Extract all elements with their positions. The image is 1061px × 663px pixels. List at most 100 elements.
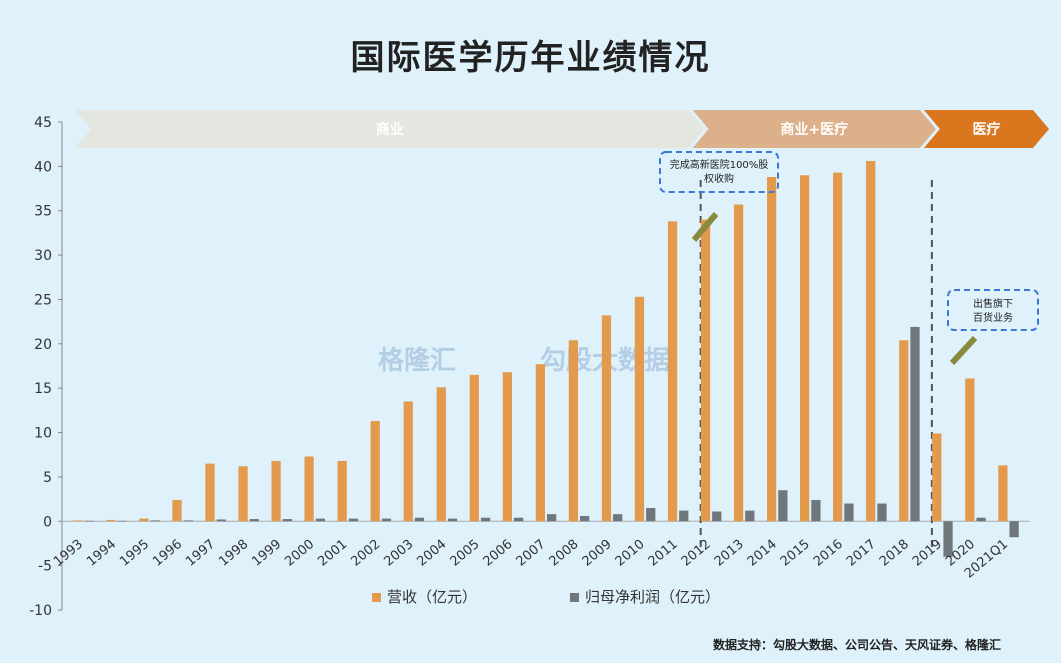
bar-net-profit-2012 xyxy=(712,511,722,522)
x-tick-label: 2017 xyxy=(844,537,879,570)
bar-net-profit-2010 xyxy=(646,507,656,522)
legend-label-0: 营收（亿元） xyxy=(387,588,477,606)
bar-net-profit-2019 xyxy=(943,521,953,557)
bar-revenue-2015 xyxy=(800,175,810,522)
x-tick-label: 1993 xyxy=(51,537,86,570)
source-note: 数据支持：勾股大数据、公司公告、天风证券、格隆汇 xyxy=(712,638,1001,652)
bar-revenue-2013 xyxy=(733,204,744,522)
bar-net-profit-1999 xyxy=(282,519,292,522)
x-tick-label: 2006 xyxy=(481,537,516,570)
bar-net-profit-2020 xyxy=(976,517,986,522)
bar-revenue-1996 xyxy=(172,499,182,522)
bar-net-profit-2017 xyxy=(877,503,887,522)
x-tick-label: 2000 xyxy=(282,537,317,570)
y-tick-label: 10 xyxy=(34,426,52,442)
bar-revenue-2012 xyxy=(700,219,711,522)
x-tick-label: 2009 xyxy=(580,537,615,570)
bar-net-profit-2005 xyxy=(480,517,491,522)
x-tick-label: 2002 xyxy=(348,537,383,570)
y-tick-label: 25 xyxy=(34,292,52,308)
annotation-text-acquisition: 权收购 xyxy=(704,172,734,185)
x-tick-label: 2005 xyxy=(448,537,483,570)
phase-arrow-1 xyxy=(692,110,936,148)
bar-net-profit-2009 xyxy=(613,514,623,522)
bar-net-profit-2016 xyxy=(844,503,854,522)
bar-revenue-2009 xyxy=(601,315,612,522)
bar-revenue-2007 xyxy=(535,364,545,522)
bar-net-profit-2015 xyxy=(811,499,821,522)
bar-revenue-2004 xyxy=(436,387,446,522)
phase-arrow-2 xyxy=(923,110,1049,148)
y-tick-label: -10 xyxy=(29,603,52,619)
x-tick-label: 2011 xyxy=(646,537,681,570)
y-tick-label: 0 xyxy=(43,514,52,530)
x-tick-label: 1996 xyxy=(150,537,185,570)
bar-net-profit-2021Q1 xyxy=(1009,521,1019,538)
phase-label-1: 商业+医疗 xyxy=(780,121,848,138)
y-tick-label: 20 xyxy=(34,337,52,353)
bar-net-profit-2014 xyxy=(778,490,788,522)
bar-revenue-1993 xyxy=(73,520,83,522)
bar-net-profit-2004 xyxy=(447,518,458,522)
bar-net-profit-1996 xyxy=(183,520,193,522)
x-tick-label: 1998 xyxy=(216,537,251,570)
annotation-arrow-acquisition xyxy=(691,212,719,242)
bar-revenue-2017 xyxy=(866,161,876,522)
phase-label-0: 商业 xyxy=(376,121,404,138)
bar-revenue-2018 xyxy=(899,340,909,522)
annotation-text-divestment: 百货业务 xyxy=(973,311,1013,324)
bar-net-profit-2011 xyxy=(679,510,689,522)
x-tick-label: 2016 xyxy=(811,537,846,570)
bar-revenue-2010 xyxy=(634,296,645,522)
x-tick-label: 2012 xyxy=(679,537,714,570)
annotation-text-divestment: 出售旗下 xyxy=(973,297,1013,310)
bar-revenue-2005 xyxy=(469,374,479,522)
bar-revenue-2003 xyxy=(403,401,413,522)
y-tick-label: -5 xyxy=(38,559,52,575)
bar-revenue-2021Q1 xyxy=(998,465,1008,522)
bar-revenue-2020 xyxy=(965,378,975,522)
y-tick-label: 15 xyxy=(34,381,52,397)
bar-revenue-2000 xyxy=(304,456,314,522)
annotation-arrow-divestment xyxy=(949,335,978,366)
bar-revenue-2001 xyxy=(337,460,347,522)
x-tick-label: 2014 xyxy=(745,537,780,570)
bar-net-profit-2007 xyxy=(547,514,557,522)
x-tick-label: 1999 xyxy=(249,537,284,570)
y-tick-label: 5 xyxy=(43,470,52,486)
bar-revenue-2014 xyxy=(766,177,777,522)
y-tick-label: 45 xyxy=(34,115,52,131)
x-tick-label: 2010 xyxy=(613,537,648,570)
bar-revenue-1999 xyxy=(271,460,281,522)
annotation-box-divestment xyxy=(947,289,1039,331)
x-tick-label: 1995 xyxy=(117,537,152,570)
x-tick-label: 2019 xyxy=(910,537,945,570)
y-tick-label: 30 xyxy=(34,248,52,264)
y-tick-label: 35 xyxy=(34,204,52,220)
x-tick-label: 2013 xyxy=(712,537,747,570)
y-tick-label: 40 xyxy=(34,159,52,175)
bar-net-profit-2000 xyxy=(315,518,326,522)
bar-net-profit-1997 xyxy=(216,519,226,522)
annotation-text-acquisition: 完成高新医院100%股 xyxy=(670,158,769,171)
bar-revenue-1997 xyxy=(205,463,215,522)
phase-arrow-0 xyxy=(75,110,705,148)
legend-label-1: 归母净利润（亿元） xyxy=(585,588,720,606)
bar-net-profit-2008 xyxy=(580,515,590,522)
x-tick-label: 2015 xyxy=(778,537,813,570)
phase-label-2: 医疗 xyxy=(972,121,1000,138)
bar-net-profit-1998 xyxy=(249,519,259,522)
bar-net-profit-1993 xyxy=(84,520,94,522)
legend-swatch-1 xyxy=(570,593,579,602)
bar-revenue-2019 xyxy=(932,433,942,522)
x-tick-label: 2004 xyxy=(414,537,449,570)
x-tick-label: 2008 xyxy=(547,537,582,570)
bar-revenue-2011 xyxy=(667,221,678,522)
bar-net-profit-1994 xyxy=(117,520,127,522)
bar-net-profit-2018 xyxy=(910,326,920,522)
x-tick-label: 2007 xyxy=(514,537,549,570)
x-tick-label: 2018 xyxy=(877,537,912,570)
x-tick-label: 2003 xyxy=(381,537,416,570)
